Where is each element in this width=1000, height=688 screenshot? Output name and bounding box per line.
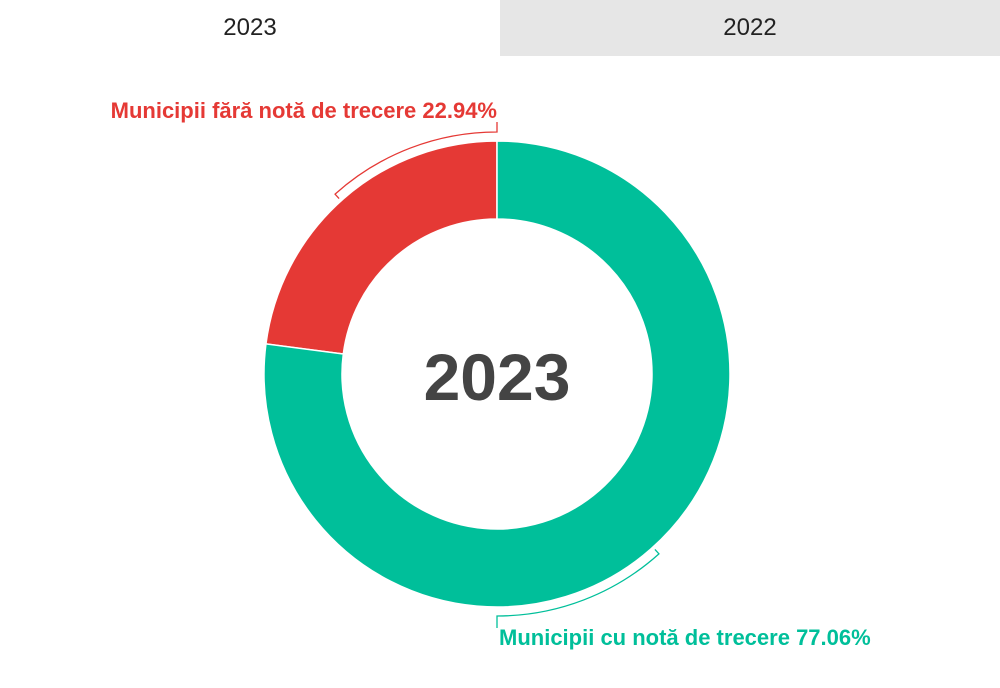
tab-2022[interactable]: 2022 bbox=[500, 0, 1000, 56]
year-tabs: 2023 2022 bbox=[0, 0, 1000, 56]
center-label: 2023 bbox=[424, 340, 571, 414]
slice-label-fail: Municipii fără notă de trecere 22.94% bbox=[111, 98, 497, 123]
tab-2023[interactable]: 2023 bbox=[223, 14, 277, 41]
slice-label-pass: Municipii cu notă de trecere 77.06% bbox=[499, 625, 871, 650]
bracket-fail bbox=[334, 122, 498, 200]
slice-1[interactable] bbox=[263, 140, 731, 608]
slice-0[interactable] bbox=[265, 140, 498, 355]
bracket-pass bbox=[496, 548, 660, 628]
